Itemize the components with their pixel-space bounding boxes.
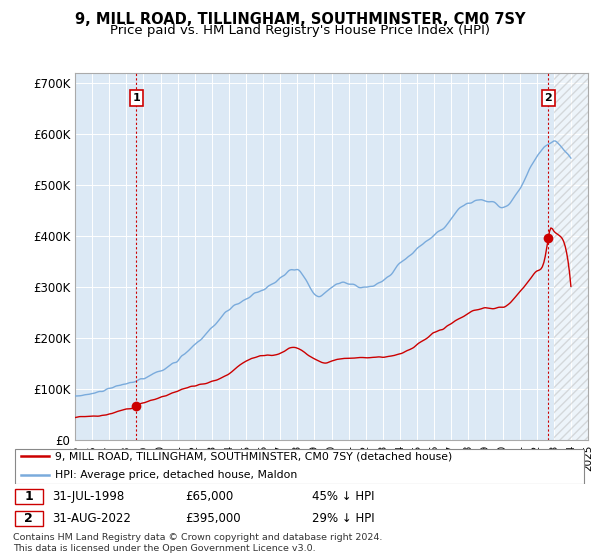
Text: 31-AUG-2022: 31-AUG-2022 [52, 512, 131, 525]
Text: 31-JUL-1998: 31-JUL-1998 [52, 490, 125, 503]
Text: 1: 1 [133, 94, 140, 103]
Text: 45% ↓ HPI: 45% ↓ HPI [311, 490, 374, 503]
Text: £65,000: £65,000 [185, 490, 233, 503]
Text: 9, MILL ROAD, TILLINGHAM, SOUTHMINSTER, CM0 7SY: 9, MILL ROAD, TILLINGHAM, SOUTHMINSTER, … [75, 12, 525, 27]
Bar [554, 73, 588, 440]
Text: 2: 2 [544, 94, 552, 103]
Text: 1: 1 [25, 490, 33, 503]
FancyBboxPatch shape [15, 511, 43, 526]
FancyBboxPatch shape [15, 489, 43, 504]
Text: £395,000: £395,000 [185, 512, 241, 525]
Text: Contains HM Land Registry data © Crown copyright and database right 2024.
This d: Contains HM Land Registry data © Crown c… [13, 533, 383, 553]
Bar [554, 73, 588, 440]
Text: 29% ↓ HPI: 29% ↓ HPI [311, 512, 374, 525]
FancyBboxPatch shape [15, 449, 584, 484]
Text: 9, MILL ROAD, TILLINGHAM, SOUTHMINSTER, CM0 7SY (detached house): 9, MILL ROAD, TILLINGHAM, SOUTHMINSTER, … [55, 451, 452, 461]
Text: Price paid vs. HM Land Registry's House Price Index (HPI): Price paid vs. HM Land Registry's House … [110, 24, 490, 36]
Text: HPI: Average price, detached house, Maldon: HPI: Average price, detached house, Mald… [55, 470, 298, 479]
Text: 2: 2 [25, 512, 33, 525]
